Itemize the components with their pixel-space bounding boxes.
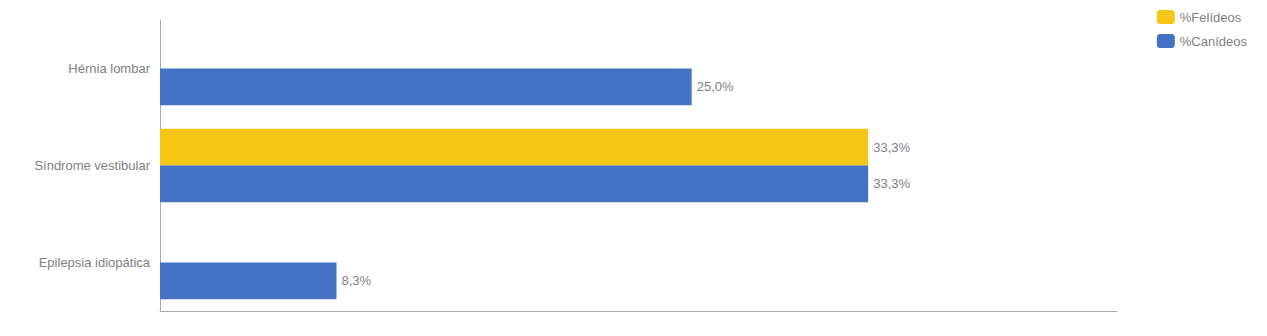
svg-text:Síndrome vestibular: Síndrome vestibular xyxy=(34,158,150,173)
svg-text:8,3%: 8,3% xyxy=(342,273,372,288)
svg-text:Epilepsia idiopática: Epilepsia idiopática xyxy=(39,255,151,270)
svg-text:%Canídeos: %Canídeos xyxy=(1180,34,1248,49)
svg-text:Hérnia lombar: Hérnia lombar xyxy=(68,61,150,76)
svg-text:25,0%: 25,0% xyxy=(697,79,734,94)
svg-text:33,3%: 33,3% xyxy=(873,176,910,191)
svg-text:%Felídeos: %Felídeos xyxy=(1180,10,1242,25)
svg-text:33,3%: 33,3% xyxy=(873,140,910,155)
